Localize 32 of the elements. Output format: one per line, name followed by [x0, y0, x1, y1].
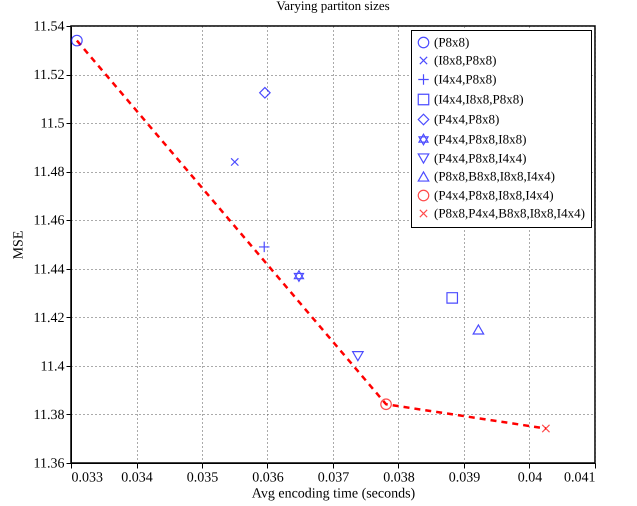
legend-label: (I8x8,P8x8) — [434, 52, 496, 68]
legend-label: (P8x8) — [434, 34, 470, 50]
legend-label: (P4x4,P8x8,I8x8) — [434, 132, 526, 146]
y-tick-label: 11.42 — [34, 310, 64, 326]
legend-label: (P4x4,P8x8,I4x4) — [434, 150, 526, 166]
x-tick-label: 0.041 — [564, 470, 596, 486]
y-tick-label: 11.52 — [34, 68, 64, 84]
x-tick-label: 0.033 — [72, 470, 103, 486]
legend-label: (P4x4,P8x8,I8x8,I4x4) — [434, 188, 554, 202]
x-tick-label: 0.036 — [252, 470, 284, 486]
x-axis-title: Avg encoding time (seconds) — [252, 486, 416, 502]
y-tick-label: 11.5 — [40, 116, 64, 132]
y-tick-label: 11.48 — [34, 165, 64, 180]
legend-label: (I4x4,I8x8,P8x8) — [434, 92, 524, 106]
legend-label: (P8x8,B8x8,I8x8,I4x4) — [434, 168, 555, 184]
x-tick-label: 0.035 — [186, 470, 218, 486]
x-tick-label: 0.034 — [121, 470, 153, 486]
legend-label: (P4x4,P8x8) — [434, 112, 500, 126]
legend-label: (I4x4,P8x8) — [434, 72, 496, 86]
legend-label: (P8x8,P4x4,B8x8,I8x8,I4x4) — [434, 206, 585, 220]
y-tick-label: 11.38 — [34, 408, 64, 423]
y-tick-label: 11.44 — [34, 262, 64, 278]
x-tick-label: 0.038 — [383, 470, 415, 486]
y-axis-title: MSE — [12, 230, 27, 260]
x-tick-label: 0.037 — [318, 470, 350, 486]
x-tick-label: 0.039 — [448, 470, 480, 486]
y-tick-label: 11.36 — [34, 456, 64, 472]
y-tick-label: 11.46 — [34, 214, 64, 229]
x-tick-label: 0.04 — [518, 470, 542, 486]
y-tick-label: 11.54 — [34, 20, 64, 34]
y-tick-label: 11.4 — [40, 359, 64, 374]
chart-title: Varying partiton sizes — [276, 0, 390, 13]
